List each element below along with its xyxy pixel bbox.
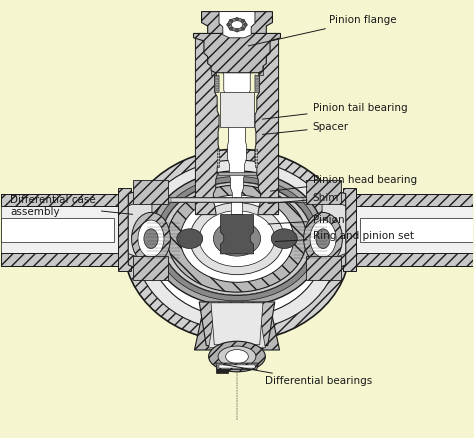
Polygon shape <box>0 194 128 206</box>
Ellipse shape <box>229 27 233 30</box>
Polygon shape <box>346 254 474 266</box>
Ellipse shape <box>190 203 284 275</box>
Polygon shape <box>255 35 279 215</box>
Ellipse shape <box>138 220 164 257</box>
Text: Pinion head bearing: Pinion head bearing <box>271 175 417 191</box>
Ellipse shape <box>236 17 238 21</box>
Polygon shape <box>216 364 228 373</box>
Polygon shape <box>220 92 254 127</box>
Polygon shape <box>215 80 219 81</box>
Ellipse shape <box>155 177 319 301</box>
Polygon shape <box>171 198 303 201</box>
Polygon shape <box>219 365 255 368</box>
Polygon shape <box>0 254 128 266</box>
Polygon shape <box>133 256 168 280</box>
Polygon shape <box>343 188 356 272</box>
Polygon shape <box>215 75 219 92</box>
Ellipse shape <box>244 23 247 26</box>
Polygon shape <box>360 218 474 242</box>
Ellipse shape <box>132 212 170 265</box>
Text: Differential bearings: Differential bearings <box>223 364 373 386</box>
Polygon shape <box>220 215 254 254</box>
Polygon shape <box>128 184 161 280</box>
Ellipse shape <box>177 229 203 248</box>
Polygon shape <box>306 256 341 280</box>
Polygon shape <box>255 80 259 81</box>
Text: Differential case
assembly: Differential case assembly <box>10 195 133 217</box>
Polygon shape <box>210 60 216 75</box>
Polygon shape <box>346 206 474 254</box>
Polygon shape <box>255 75 259 92</box>
Text: Pinion tail bearing: Pinion tail bearing <box>263 102 407 119</box>
Polygon shape <box>209 306 265 348</box>
Ellipse shape <box>231 21 243 28</box>
Polygon shape <box>133 180 168 204</box>
Polygon shape <box>219 12 255 38</box>
Ellipse shape <box>310 220 336 257</box>
Polygon shape <box>128 196 152 263</box>
Polygon shape <box>215 87 219 88</box>
Ellipse shape <box>213 221 261 256</box>
Text: Shim: Shim <box>268 194 339 204</box>
Ellipse shape <box>304 212 342 265</box>
Polygon shape <box>255 87 259 88</box>
Ellipse shape <box>241 19 245 22</box>
Ellipse shape <box>180 195 294 283</box>
Polygon shape <box>201 12 273 33</box>
Polygon shape <box>255 149 257 167</box>
Polygon shape <box>322 196 346 263</box>
Ellipse shape <box>316 229 330 248</box>
Ellipse shape <box>229 19 233 22</box>
Polygon shape <box>199 302 275 346</box>
Ellipse shape <box>271 229 297 248</box>
Polygon shape <box>346 194 474 206</box>
Polygon shape <box>0 206 128 254</box>
Polygon shape <box>306 180 341 204</box>
Ellipse shape <box>167 185 307 292</box>
Ellipse shape <box>162 182 312 295</box>
Ellipse shape <box>241 27 245 30</box>
Polygon shape <box>218 172 256 175</box>
Ellipse shape <box>227 23 230 26</box>
Polygon shape <box>258 60 264 75</box>
Polygon shape <box>211 303 263 345</box>
Ellipse shape <box>199 211 275 267</box>
Text: Pinion: Pinion <box>268 215 344 225</box>
Polygon shape <box>118 188 131 272</box>
Ellipse shape <box>136 160 338 330</box>
Ellipse shape <box>228 18 246 31</box>
Text: Pinion flange: Pinion flange <box>248 15 397 46</box>
Polygon shape <box>215 77 219 78</box>
Ellipse shape <box>150 173 324 317</box>
Polygon shape <box>255 84 259 85</box>
Polygon shape <box>255 77 259 78</box>
Polygon shape <box>255 91 259 92</box>
Ellipse shape <box>150 171 324 306</box>
Polygon shape <box>217 149 219 167</box>
Polygon shape <box>195 35 219 215</box>
Polygon shape <box>216 363 258 370</box>
Ellipse shape <box>161 182 313 295</box>
Polygon shape <box>215 84 219 85</box>
Text: Spacer: Spacer <box>263 122 349 134</box>
Polygon shape <box>313 184 346 280</box>
Ellipse shape <box>124 149 350 341</box>
Ellipse shape <box>226 350 248 364</box>
Ellipse shape <box>209 341 265 372</box>
Text: Ring and pinion set: Ring and pinion set <box>275 231 414 241</box>
Polygon shape <box>215 91 219 92</box>
Ellipse shape <box>144 229 158 248</box>
Polygon shape <box>0 218 114 242</box>
Ellipse shape <box>218 346 256 367</box>
Polygon shape <box>166 197 308 202</box>
Polygon shape <box>194 306 280 350</box>
Ellipse shape <box>236 28 238 32</box>
Polygon shape <box>193 33 281 73</box>
Polygon shape <box>220 35 254 215</box>
